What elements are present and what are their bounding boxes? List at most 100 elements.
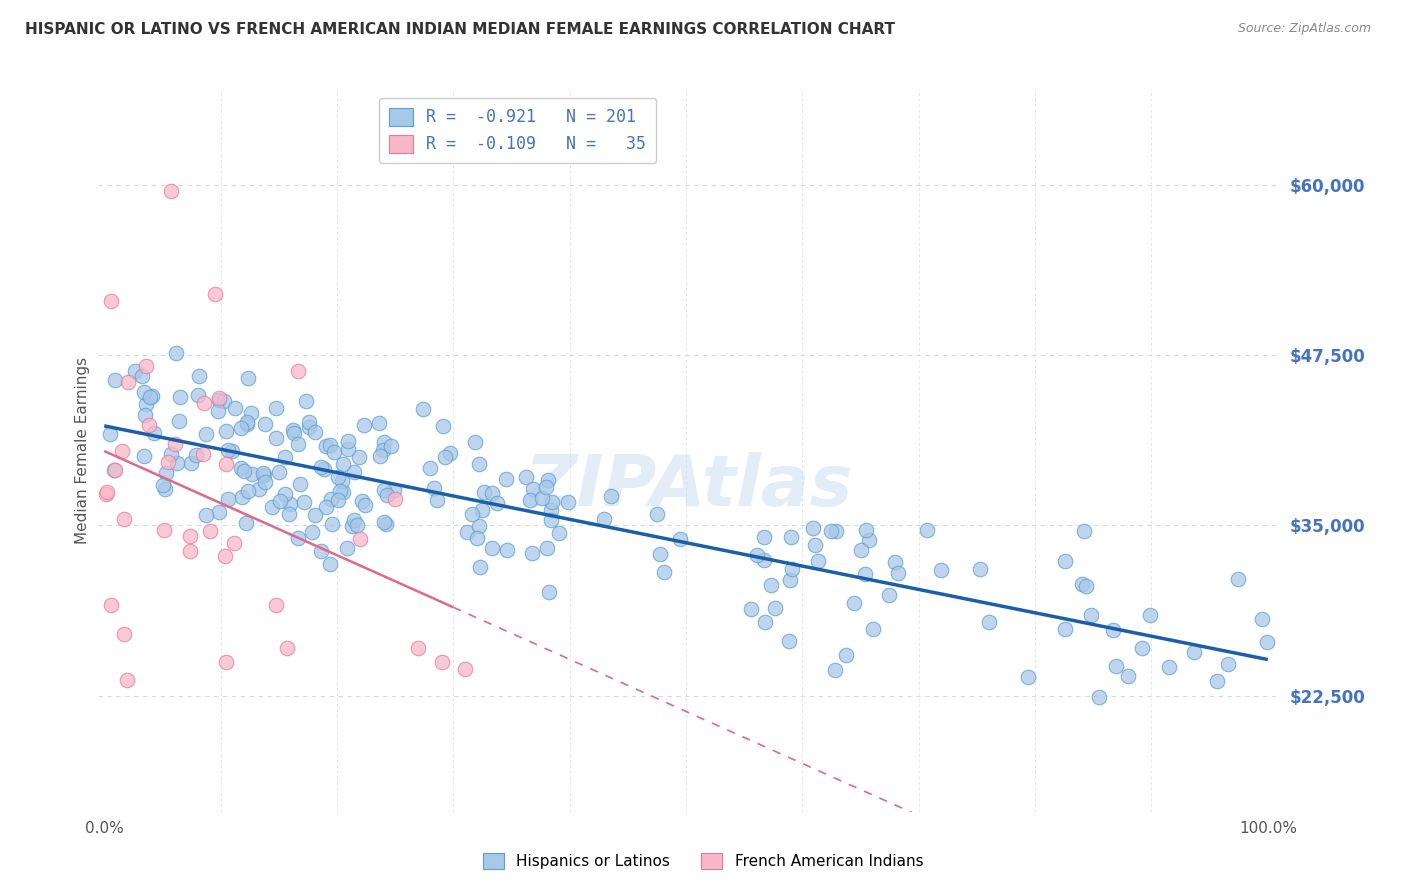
- Point: [456, 525, 478, 540]
- Legend: R =  -0.921   N = 201, R =  -0.109   N =   35: R = -0.921 N = 201, R = -0.109 N = 35: [380, 97, 657, 163]
- Point: [915, 523, 938, 537]
- Point: [179, 544, 201, 558]
- Point: [765, 600, 787, 615]
- Point: [384, 491, 406, 506]
- Point: [1053, 622, 1076, 636]
- Point: [135, 397, 157, 411]
- Point: [188, 369, 211, 384]
- Point: [208, 505, 231, 519]
- Point: [373, 483, 395, 498]
- Point: [534, 480, 557, 494]
- Point: [382, 483, 405, 498]
- Point: [522, 483, 544, 497]
- Point: [111, 444, 134, 458]
- Point: [335, 541, 357, 555]
- Point: [1073, 524, 1095, 539]
- Point: [208, 392, 231, 406]
- Point: [236, 417, 259, 431]
- Point: [138, 390, 160, 404]
- Point: [432, 419, 454, 434]
- Point: [1227, 572, 1250, 586]
- Point: [835, 648, 858, 663]
- Point: [131, 368, 153, 383]
- Point: [235, 516, 257, 531]
- Point: [207, 404, 229, 418]
- Point: [135, 359, 157, 373]
- Point: [468, 519, 491, 533]
- Point: [236, 483, 259, 498]
- Point: [754, 615, 776, 629]
- Point: [853, 567, 876, 582]
- Point: [287, 364, 309, 378]
- Point: [134, 449, 156, 463]
- Point: [1017, 670, 1039, 684]
- Point: [215, 425, 238, 439]
- Point: [288, 477, 311, 491]
- Text: Source: ZipAtlas.com: Source: ZipAtlas.com: [1237, 22, 1371, 36]
- Point: [419, 461, 441, 475]
- Point: [1102, 623, 1125, 637]
- Point: [1218, 657, 1240, 671]
- Point: [1139, 607, 1161, 622]
- Point: [825, 524, 848, 538]
- Point: [103, 463, 125, 477]
- Point: [468, 457, 491, 471]
- Point: [538, 584, 561, 599]
- Point: [1157, 660, 1180, 674]
- Point: [262, 500, 284, 514]
- Point: [315, 439, 337, 453]
- Point: [423, 481, 446, 495]
- Point: [454, 662, 477, 676]
- Point: [269, 465, 291, 479]
- Point: [100, 598, 122, 612]
- Point: [304, 508, 326, 523]
- Point: [412, 401, 434, 416]
- Point: [264, 401, 287, 416]
- Point: [94, 487, 117, 501]
- Point: [519, 492, 541, 507]
- Point: [287, 437, 309, 451]
- Point: [1104, 658, 1126, 673]
- Legend: Hispanics or Latinos, French American Indians: Hispanics or Latinos, French American In…: [477, 847, 929, 875]
- Point: [349, 450, 371, 464]
- Point: [194, 508, 217, 523]
- Point: [430, 655, 453, 669]
- Point: [600, 489, 623, 503]
- Point: [254, 475, 277, 490]
- Point: [460, 507, 482, 521]
- Point: [321, 491, 343, 506]
- Point: [472, 485, 495, 500]
- Point: [287, 532, 309, 546]
- Point: [340, 518, 363, 533]
- Point: [547, 526, 569, 541]
- Point: [309, 459, 332, 474]
- Point: [495, 472, 517, 486]
- Point: [371, 442, 394, 457]
- Point: [152, 524, 174, 538]
- Point: [754, 530, 776, 544]
- Point: [191, 447, 214, 461]
- Text: HISPANIC OR LATINO VS FRENCH AMERICAN INDIAN MEDIAN FEMALE EARNINGS CORRELATION : HISPANIC OR LATINO VS FRENCH AMERICAN IN…: [25, 22, 896, 37]
- Point: [367, 416, 389, 430]
- Point: [138, 417, 160, 432]
- Point: [264, 598, 287, 612]
- Point: [160, 185, 183, 199]
- Point: [141, 389, 163, 403]
- Point: [152, 478, 174, 492]
- Point: [647, 507, 669, 521]
- Point: [824, 663, 846, 677]
- Point: [536, 541, 558, 555]
- Point: [887, 566, 910, 581]
- Point: [485, 496, 508, 510]
- Point: [1256, 635, 1278, 649]
- Point: [315, 500, 337, 514]
- Point: [224, 401, 246, 416]
- Point: [326, 493, 349, 508]
- Point: [166, 456, 188, 470]
- Point: [740, 601, 762, 615]
- Point: [247, 482, 270, 496]
- Point: [134, 408, 156, 422]
- Point: [495, 542, 517, 557]
- Point: [754, 552, 776, 566]
- Point: [117, 375, 139, 389]
